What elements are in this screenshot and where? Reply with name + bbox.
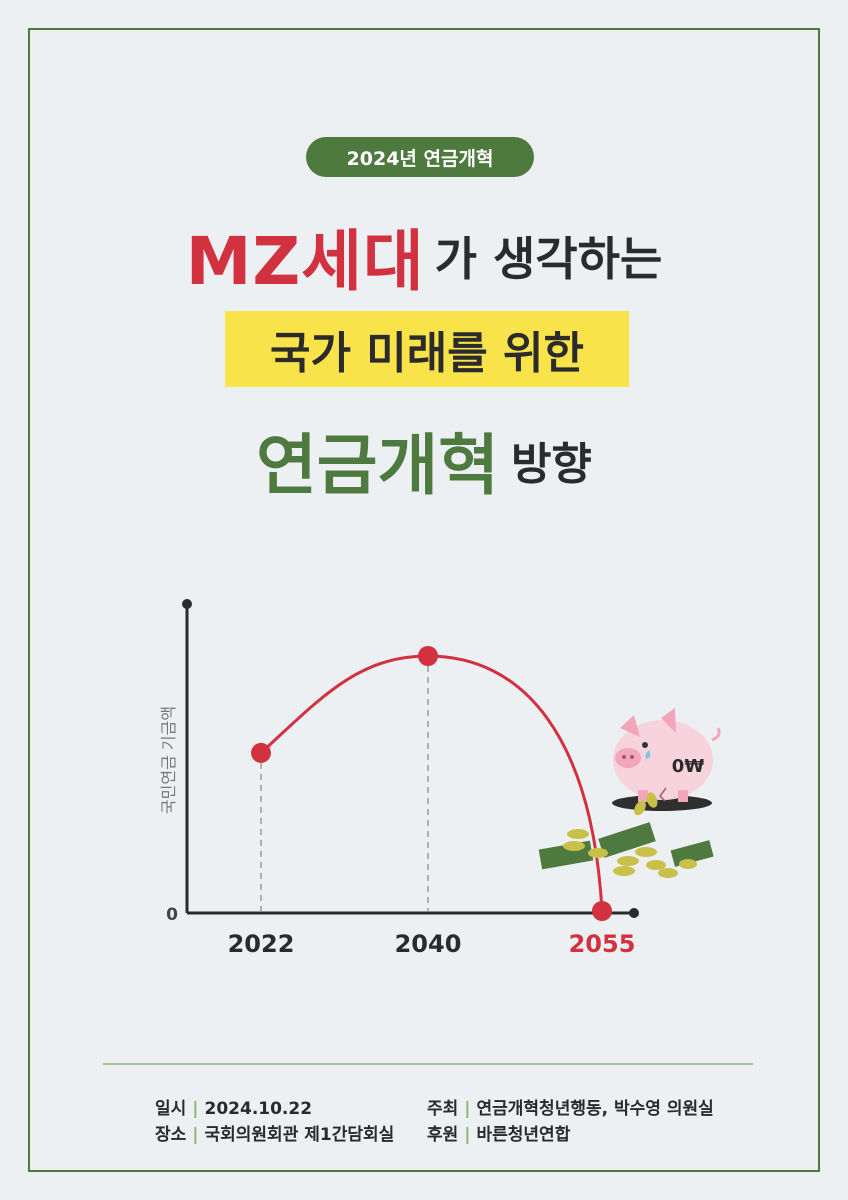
- y-axis-label: 국민연금 기금액: [159, 706, 178, 814]
- footer-divider: [103, 1063, 753, 1065]
- title-line-1: MZ세대 가 생각하는: [0, 208, 848, 304]
- title-part-3: 방향: [510, 439, 592, 490]
- point-2022: [251, 742, 271, 763]
- info-host: 주최 | 연금개혁청년행동, 박수영 의원실: [427, 1099, 714, 1119]
- host-label: 주최: [427, 1099, 459, 1119]
- title-highlight-reform: 연금개혁: [256, 427, 499, 504]
- info-sponsor: 후원 | 바른청년연합: [427, 1125, 571, 1145]
- x-tick-2022: 2022: [228, 930, 295, 958]
- title-part-1: 가 생각하는: [434, 232, 663, 286]
- info-date: 일시 | 2024.10.22: [155, 1099, 313, 1119]
- info-place: 장소 | 국회의원회관 제1간담회실: [155, 1125, 395, 1145]
- place-label: 장소: [155, 1125, 187, 1145]
- title-highlight-mz: MZ세대: [185, 223, 425, 300]
- piggy-bank-label: 0₩: [672, 756, 705, 777]
- sponsor-value: 바른청년연합: [476, 1125, 571, 1145]
- page-frame: [28, 28, 820, 1172]
- date-value: 2024.10.22: [204, 1099, 313, 1119]
- y-axis-end-dot: [182, 599, 192, 609]
- event-badge: 2024년 연금개혁: [306, 137, 534, 177]
- point-2040: [418, 646, 438, 666]
- pension-fund-chart: 0 국민연금 기금액 2022 2040 2055 0₩: [159, 599, 721, 958]
- y-zero-label: 0: [166, 905, 178, 925]
- x-axis-end-dot: [629, 908, 639, 918]
- host-value: 연금개혁청년행동, 박수영 의원실: [476, 1099, 714, 1119]
- x-tick-2040: 2040: [395, 930, 462, 958]
- title-line-3: 연금개혁 방향: [0, 412, 848, 508]
- point-2055: [592, 901, 612, 921]
- title-line-2: 국가 미래를 위한: [225, 311, 629, 387]
- x-tick-2055: 2055: [569, 930, 636, 958]
- fund-curve: [259, 654, 604, 912]
- sponsor-label: 후원: [427, 1125, 459, 1145]
- place-value: 국회의원회관 제1간담회실: [204, 1125, 395, 1145]
- broken-piggy-bank-icon: 0₩: [612, 708, 721, 811]
- scattered-money-icon: [538, 792, 714, 878]
- date-label: 일시: [155, 1099, 187, 1119]
